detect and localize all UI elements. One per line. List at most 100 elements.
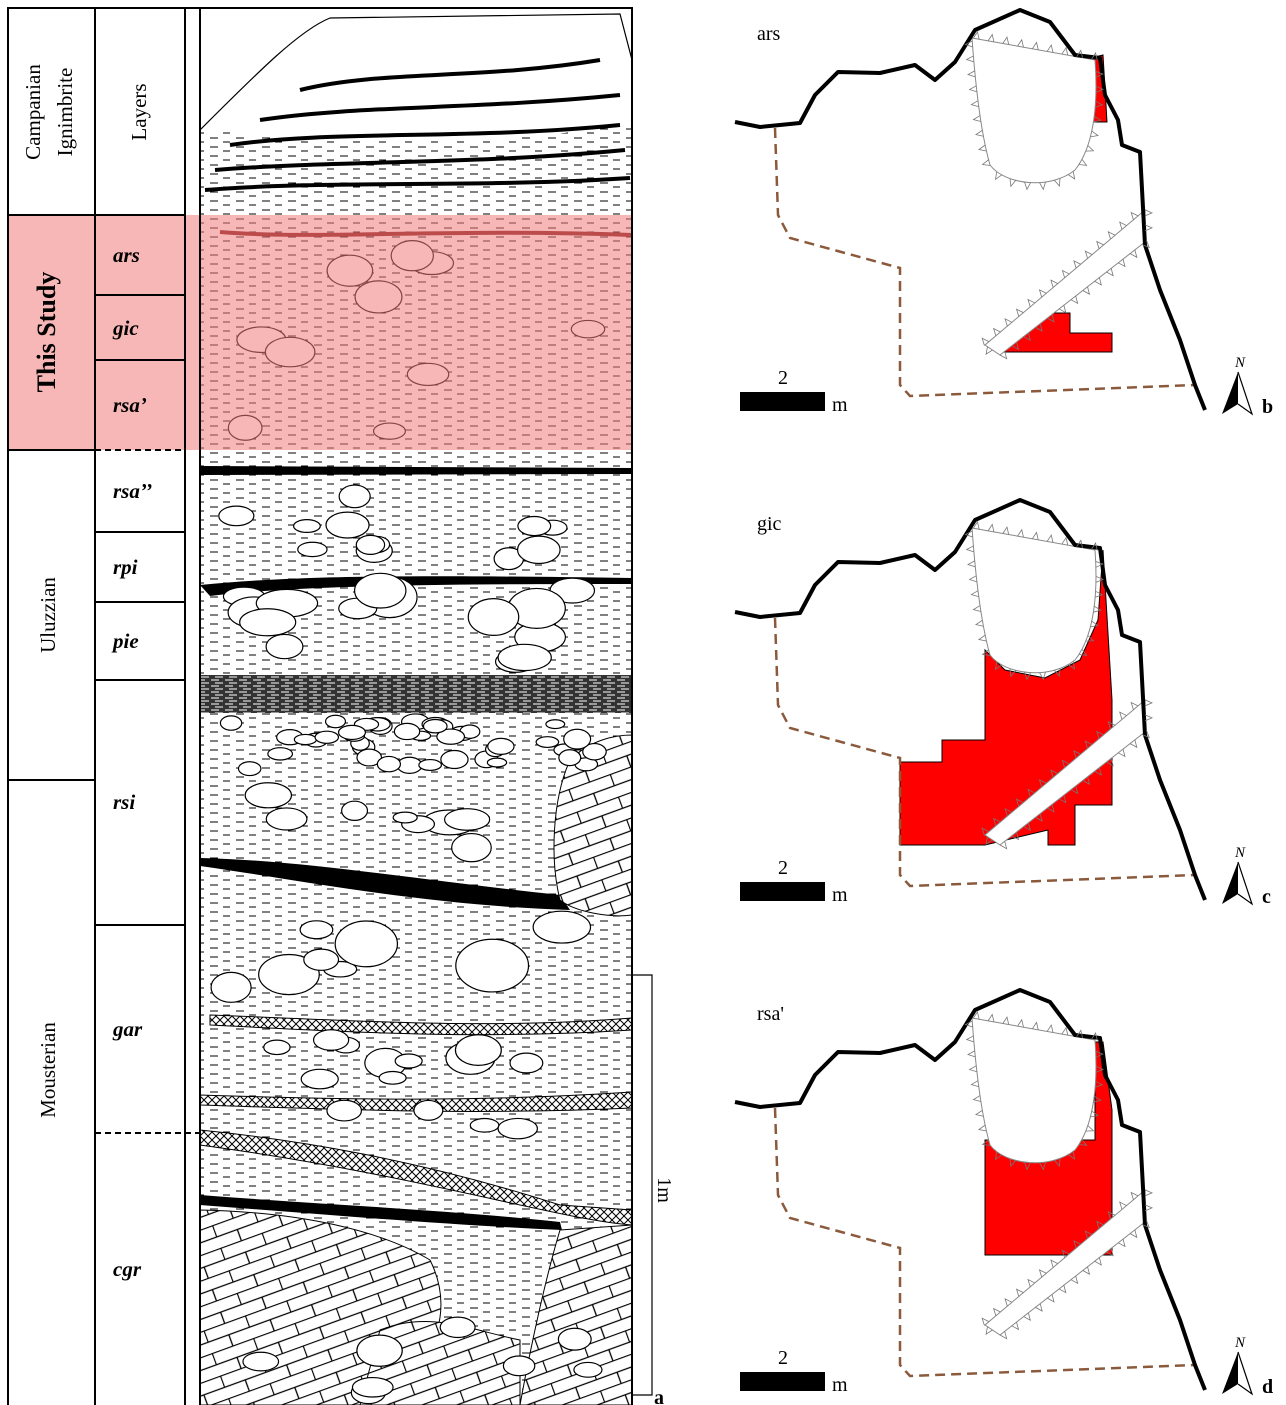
stone [397,757,422,773]
tick [1025,182,1031,189]
north-label: N [1234,845,1246,861]
stone [441,751,468,769]
stone [564,729,591,749]
stone [452,834,492,862]
stone [266,634,303,658]
culture-header: Campanian [21,64,45,160]
stone [301,1069,338,1088]
map-label: ars [757,23,781,45]
north-label: N [1234,1335,1246,1351]
tick [1145,210,1152,216]
layer-label: gic [112,316,139,340]
scale-unit: m [832,394,848,416]
stone [574,1362,602,1377]
tick [968,561,975,567]
stone [342,801,368,820]
stone [470,1119,499,1133]
scale-value: 2 [778,857,788,879]
stone [394,723,419,739]
layer-label: cgr [113,1257,142,1281]
study-highlight [8,215,632,450]
stone [536,737,558,748]
stone [455,1035,501,1066]
panel-label: c [1262,886,1271,908]
scale-value: 2 [778,1347,788,1369]
stone [240,609,296,636]
site-map: gic 2 m Nc [735,500,1271,908]
stone [326,715,346,728]
panel-label: b [1262,396,1273,418]
stone [357,1335,402,1366]
layer-label: rsa’’ [113,479,152,503]
layer-label: ars [113,243,140,267]
stone [518,517,551,536]
stone [379,1072,406,1085]
stone [220,716,241,730]
stone [219,506,254,526]
scale-unit: m [832,1374,848,1396]
tick [1145,700,1152,706]
stone [445,809,490,831]
layers-header: Layers [127,83,151,140]
layer-label: gar [112,1017,143,1041]
culture-label: Uluzzian [36,577,60,653]
layer-label: pie [111,629,139,653]
stone [352,1378,393,1397]
stone [304,949,339,970]
stone [238,762,260,776]
culture-label: Mousterian [36,1022,60,1118]
stone [326,512,369,538]
map-label: rsa' [757,1003,784,1025]
culture-label: This Study [32,272,61,393]
panel-label: a [654,1387,664,1405]
stone [533,911,590,943]
stone [440,1317,475,1337]
stone [487,758,506,767]
tick [1145,1190,1152,1196]
stone [300,921,333,939]
stone [498,1118,537,1138]
tick [970,86,977,92]
stone [559,750,581,766]
stone [294,520,321,533]
tick [968,1051,975,1057]
site-map: rsa' 2 m Nd [735,990,1273,1398]
stone [488,738,514,754]
stone [264,1040,290,1054]
stone [339,725,366,739]
panel-label: d [1262,1376,1273,1398]
stone [518,536,561,563]
tick [968,71,975,77]
stone [266,808,307,830]
figure: Campanian Ignimbrite Layers This Study U… [0,0,1286,1405]
stone [393,812,417,823]
stone [356,535,384,554]
stone [456,939,529,992]
map-label: gic [757,513,782,535]
north-label: N [1234,355,1246,371]
stone [498,644,551,670]
layer-label: rpi [113,555,138,579]
stone [268,748,293,760]
scale-unit: m [832,884,848,906]
scale-value: 2 [778,367,788,389]
stone [211,972,251,1002]
stone [294,734,316,744]
stone [423,720,447,733]
stone [298,542,327,556]
site-map: ars 2 m Nb [735,10,1273,418]
stone [315,731,338,743]
stone [245,783,291,808]
stone [314,1030,349,1051]
tick [967,1036,974,1042]
stone [377,756,400,771]
stone [558,1328,591,1350]
stone [419,760,442,771]
culture-header: Ignimbrite [53,68,77,157]
stone [339,485,370,508]
stone [468,599,518,636]
stone [510,1053,543,1073]
stone [546,720,565,729]
stone [355,573,406,608]
tick [967,546,974,552]
